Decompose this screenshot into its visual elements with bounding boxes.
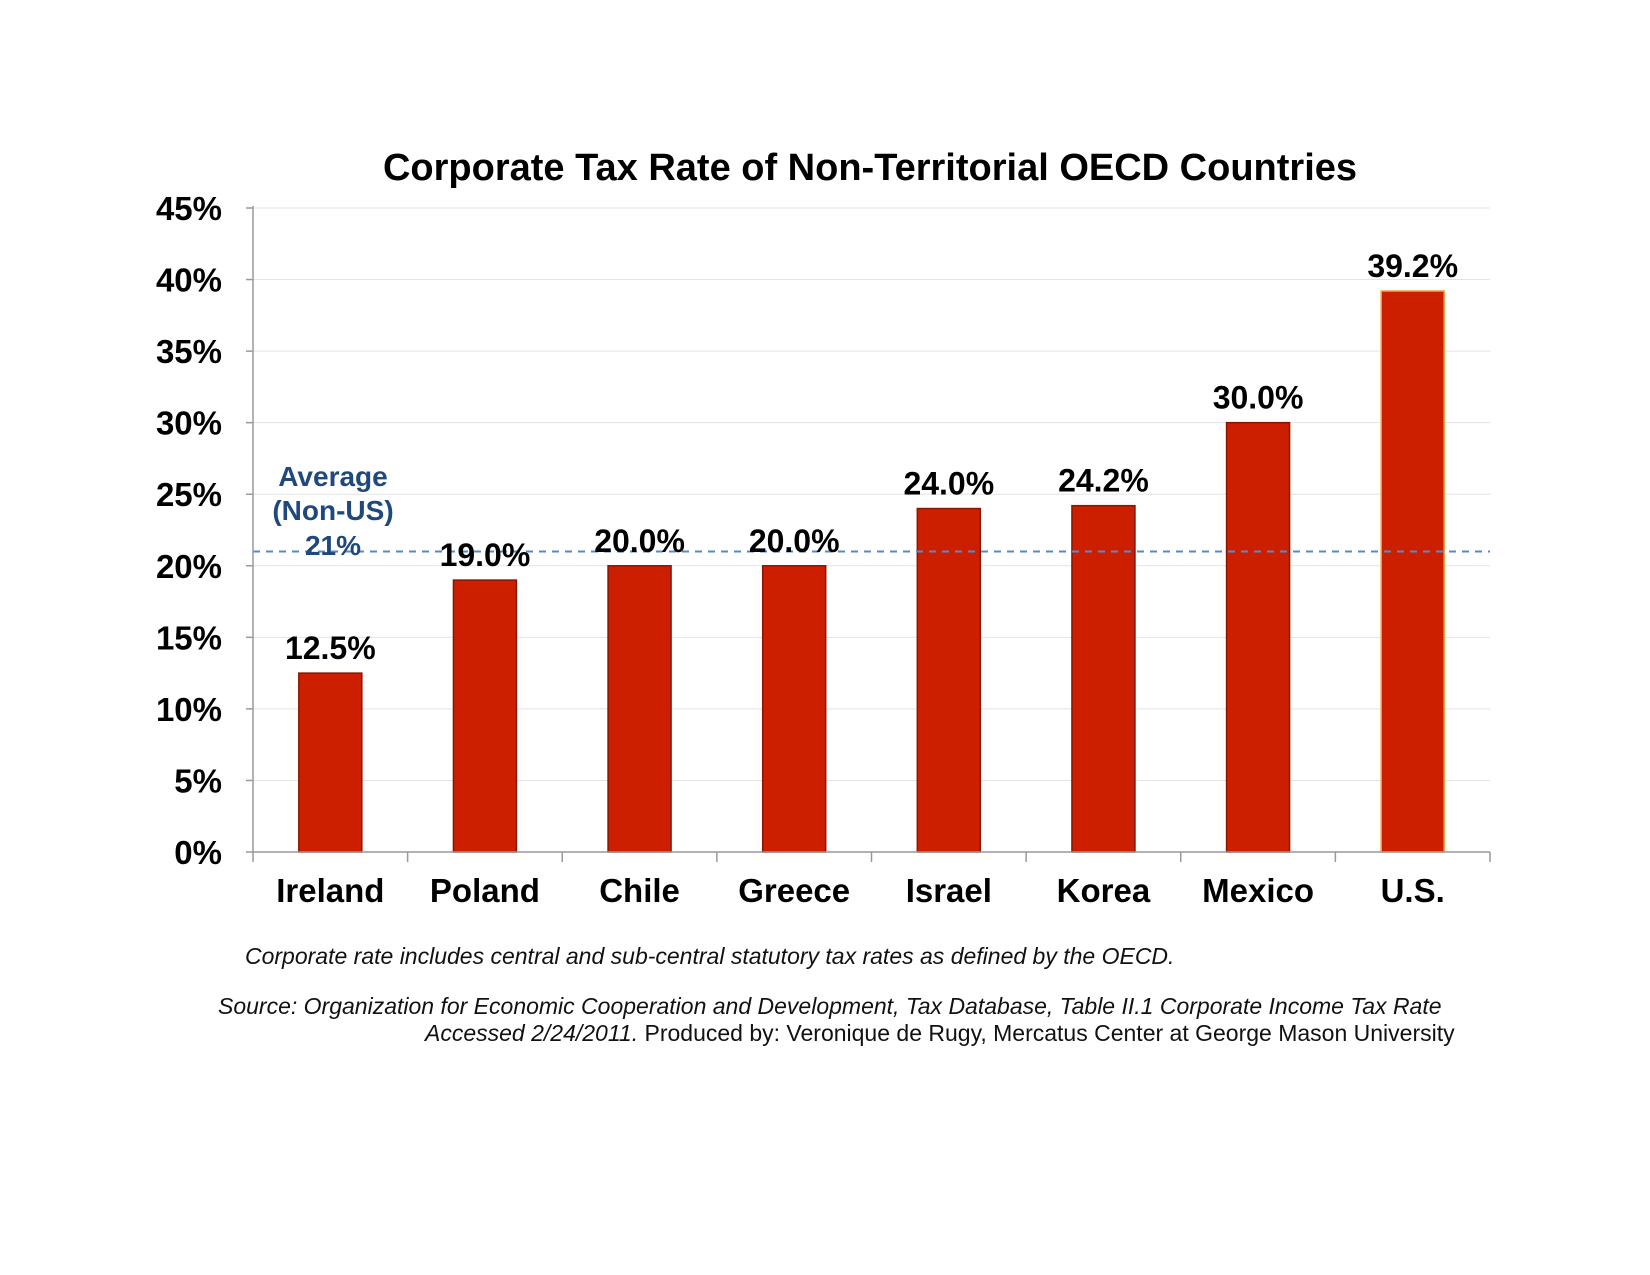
data-label: 12.5% — [285, 630, 376, 666]
source-accessed: Accessed 2/24/2011. — [425, 1020, 639, 1046]
data-label: 20.0% — [749, 523, 840, 559]
average-label-line: 21% — [305, 530, 361, 561]
y-tick-label: 45% — [156, 190, 222, 227]
y-tick-label: 40% — [156, 262, 222, 299]
footnote: Corporate rate includes central and sub-… — [245, 943, 1175, 969]
average-reference: Average(Non-US) 21% — [253, 461, 1490, 561]
average-label-line: (Non-US) — [272, 495, 393, 526]
y-tick-label: 10% — [156, 691, 222, 728]
source-text: Organization for Economic Cooperation an… — [303, 993, 1442, 1019]
category-label: Israel — [906, 872, 992, 909]
y-axis-ticks: 0% 5% 10% 15% 20% 25% 30% 35% 40% 45% — [156, 190, 253, 871]
bar — [1225, 421, 1291, 853]
data-label: 24.0% — [903, 466, 994, 502]
bar-chart: Corporate Tax Rate of Non-Territorial OE… — [156, 147, 1491, 909]
category-label: Korea — [1057, 872, 1151, 909]
category-label: Mexico — [1202, 872, 1314, 909]
y-tick-label: 25% — [156, 476, 222, 513]
data-label: 20.0% — [594, 523, 685, 559]
bar — [298, 672, 363, 853]
data-label: 19.0% — [440, 537, 531, 573]
average-label-line: Average — [278, 461, 387, 492]
data-label: 39.2% — [1367, 248, 1458, 284]
y-tick-label: 0% — [174, 834, 222, 871]
axes — [252, 206, 1491, 862]
bar — [916, 507, 982, 853]
data-label: 30.0% — [1213, 380, 1304, 416]
bar — [607, 565, 672, 853]
y-tick-label: 35% — [156, 333, 222, 370]
category-label: U.S. — [1381, 872, 1445, 909]
bar — [452, 579, 518, 853]
source-line-2: Accessed 2/24/2011. Produced by: Veroniq… — [425, 1020, 1455, 1047]
source-produced-by: Produced by: Veronique de Rugy, Mercatus… — [638, 1020, 1455, 1046]
y-tick-label: 5% — [174, 762, 222, 799]
y-tick-label: 30% — [156, 405, 222, 442]
data-labels: 12.5% 19.0% 20.0% 20.0% 24.0% 24.2% 30.0% 39.2% — [285, 248, 1458, 666]
bar — [761, 565, 827, 853]
chart-title: Corporate Tax Rate of Non-Territorial OE… — [383, 147, 1357, 189]
x-axis-labels: Ireland Poland Chile Greece Israel Korea Mexic… — [276, 872, 1445, 909]
bars — [298, 290, 1445, 853]
category-label: Poland — [430, 872, 540, 909]
data-label: 24.2% — [1058, 463, 1149, 499]
y-tick-label: 20% — [156, 548, 222, 585]
category-label: Ireland — [276, 872, 384, 909]
gridlines — [253, 207, 1490, 781]
bar — [1071, 504, 1136, 853]
source-line-1: Source: Organization for Economic Cooper… — [218, 993, 1442, 1020]
bar — [1380, 290, 1445, 853]
y-tick-label: 15% — [156, 619, 222, 656]
source-prefix: Source: — [218, 993, 304, 1019]
category-label: Chile — [599, 872, 680, 909]
category-label: Greece — [738, 872, 850, 909]
